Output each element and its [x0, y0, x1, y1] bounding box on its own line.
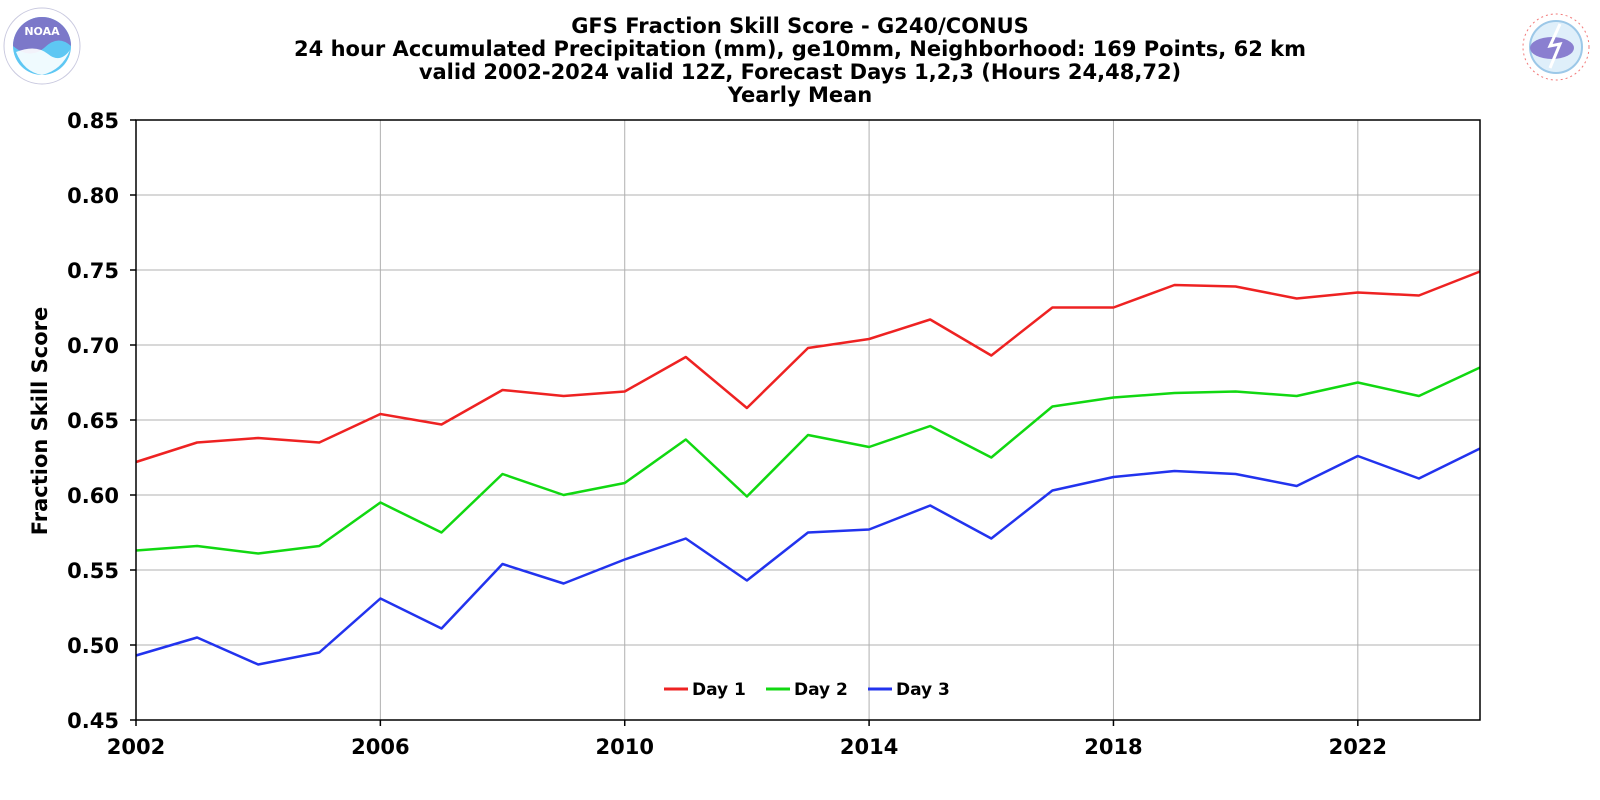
title-line-3: valid 2002-2024 valid 12Z, Forecast Days… [419, 60, 1181, 84]
nws-logo [1522, 13, 1590, 81]
x-tick-label: 2018 [1084, 735, 1142, 759]
y-tick-label: 0.55 [67, 559, 119, 583]
x-tick-label: 2014 [840, 735, 898, 759]
y-tick-label: 0.45 [67, 709, 119, 733]
series-lines [135, 270, 1481, 666]
noaa-logo: NOAA [3, 7, 81, 85]
y-tick-label: 0.75 [67, 259, 119, 283]
x-tick-label: 2006 [351, 735, 409, 759]
y-tick-label: 0.60 [67, 484, 119, 508]
legend-label-day-3: Day 3 [896, 680, 950, 700]
y-tick-label: 0.85 [67, 109, 119, 133]
x-tick-label: 2002 [107, 735, 165, 759]
x-tick-label: 2022 [1329, 735, 1387, 759]
tick-labels: 2002 2006 2010 2014 2018 2022 0.45 0.50 0.55 0.60… [67, 109, 1387, 759]
legend-label-day-1: Day 1 [692, 680, 746, 700]
title-line-4: Yearly Mean [727, 83, 873, 107]
legend-label-day-2: Day 2 [794, 680, 848, 700]
y-tick-label: 0.80 [67, 184, 119, 208]
y-tick-label: 0.70 [67, 334, 119, 358]
y-axis-label: Fraction Skill Score [28, 307, 52, 536]
title-line-1: GFS Fraction Skill Score - G240/CONUS [571, 14, 1029, 38]
y-tick-label: 0.50 [67, 634, 119, 658]
series-line-day-3 [135, 447, 1481, 666]
series-line-day-2 [135, 366, 1481, 555]
x-tick-label: 2010 [596, 735, 654, 759]
series-line-day-1 [135, 270, 1481, 464]
chart-title: GFS Fraction Skill Score - G240/CONUS 24… [294, 14, 1306, 107]
title-line-2: 24 hour Accumulated Precipitation (mm), … [294, 37, 1306, 61]
legend: Day 1 Day 2 Day 3 [664, 680, 950, 700]
noaa-logo-text: NOAA [24, 25, 60, 38]
grid [135, 119, 1480, 721]
y-tick-label: 0.65 [67, 409, 119, 433]
